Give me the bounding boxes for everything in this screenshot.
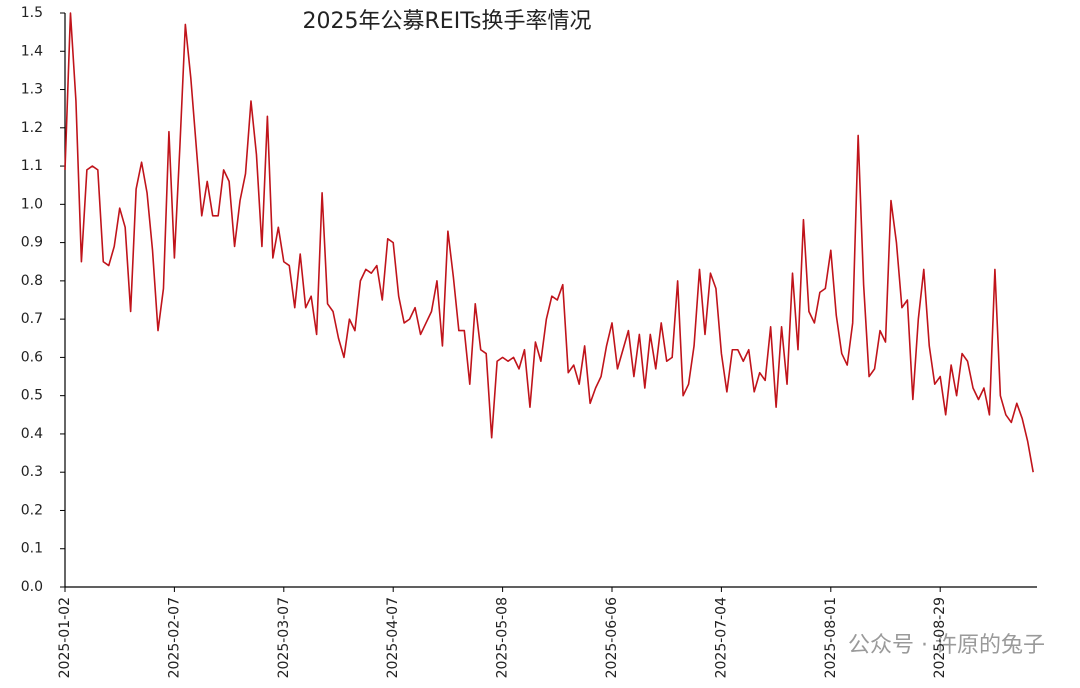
- x-tick-label: 2025-07-04: [713, 597, 729, 678]
- x-tick-label: 2025-08-01: [823, 597, 839, 678]
- y-tick-label: 1.3: [21, 82, 43, 98]
- watermark: 公众号 · 许原的兔子: [848, 633, 1045, 658]
- y-tick-label: 1.0: [21, 196, 43, 212]
- chart-title: 2025年公募REITs换手率情况: [303, 9, 592, 34]
- x-tick-label: 2025-01-02: [57, 597, 73, 678]
- y-tick-label: 1.2: [21, 120, 43, 136]
- x-tick-label: 2025-04-07: [385, 597, 401, 678]
- y-tick-label: 0.9: [21, 235, 43, 251]
- y-tick-label: 1.5: [21, 5, 43, 21]
- y-tick-label: 0.4: [21, 426, 43, 442]
- x-tick-label: 2025-05-08: [495, 597, 511, 678]
- y-tick-label: 0.3: [21, 464, 43, 480]
- y-tick-label: 0.1: [21, 541, 43, 557]
- y-tick-label: 0.6: [21, 349, 43, 365]
- y-tick-label: 0.7: [21, 311, 43, 327]
- x-tick-label: 2025-03-07: [276, 597, 292, 678]
- x-tick-label: 2025-08-29: [932, 597, 948, 678]
- x-tick-label: 2025-02-07: [166, 597, 182, 678]
- y-tick-label: 0.2: [21, 502, 43, 518]
- line-series: [64, 12, 1034, 473]
- y-tick-label: 0.0: [21, 579, 43, 595]
- y-tick-label: 0.8: [21, 273, 43, 289]
- y-tick-label: 0.5: [21, 388, 43, 404]
- y-tick-label: 1.4: [21, 43, 43, 59]
- x-tick-label: 2025-06-06: [604, 597, 620, 678]
- y-tick-label: 1.1: [21, 158, 43, 174]
